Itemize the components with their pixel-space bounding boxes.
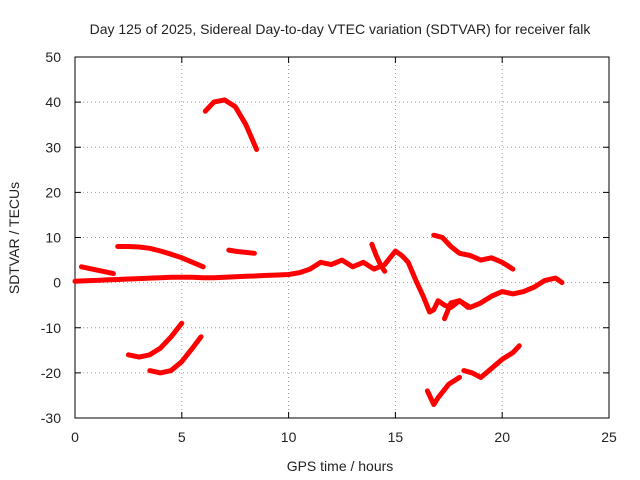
series-line-arc-i <box>461 343 522 380</box>
y-tick-label: -10 <box>41 320 61 336</box>
x-tick-label: 20 <box>494 429 510 445</box>
data-series <box>72 97 565 407</box>
y-tick-label: 10 <box>45 230 61 246</box>
series-line-arc-g <box>369 241 388 274</box>
series-line-arc-e <box>125 320 185 360</box>
series-line-arc-k <box>442 298 471 322</box>
series-line-arc-h <box>424 374 462 407</box>
series-line-arc-c <box>202 97 260 152</box>
x-tick-label: 0 <box>71 429 79 445</box>
series-line-arc-f <box>147 334 204 376</box>
chart-title: Day 125 of 2025, Sidereal Day-to-day VTE… <box>90 21 592 37</box>
y-tick-label: 0 <box>53 275 61 291</box>
series-line-arc-j <box>431 232 516 272</box>
x-tick-label: 10 <box>281 429 297 445</box>
x-tick-label: 15 <box>388 429 404 445</box>
series-line-arc-a <box>78 264 116 277</box>
grid <box>75 57 609 418</box>
y-tick-label: -20 <box>41 365 61 381</box>
x-axis-label: GPS time / hours <box>287 458 394 474</box>
x-tick-label: 25 <box>601 429 617 445</box>
y-tick-label: 30 <box>45 139 61 155</box>
x-tick-label: 5 <box>178 429 186 445</box>
series-line-arc-d <box>226 247 257 256</box>
series-line-arc-main <box>72 248 565 315</box>
axis-ticks: 0 5 10 15 20 25 -30 -20 -10 0 10 20 30 40 50 <box>41 49 617 445</box>
y-tick-label: 40 <box>45 94 61 110</box>
y-tick-label: 50 <box>45 49 61 65</box>
y-tick-label: -30 <box>41 410 61 426</box>
series-line-arc-b <box>115 244 206 270</box>
y-tick-label: 20 <box>45 184 61 200</box>
y-axis-label: SDTVAR / TECUs <box>6 182 22 294</box>
